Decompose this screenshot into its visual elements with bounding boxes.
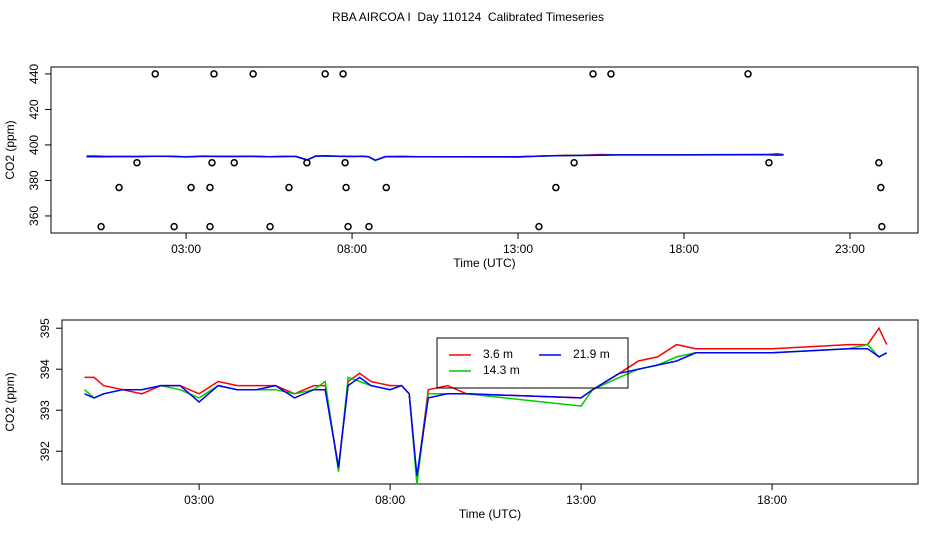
scatter-point <box>208 158 216 167</box>
scatter-point <box>342 183 350 192</box>
x-axis-label: Time (UTC) <box>453 256 515 270</box>
scatter-point <box>535 222 543 231</box>
y-tick-label: 380 <box>27 170 41 190</box>
y-tick-label: 393 <box>38 400 52 420</box>
scatter-point <box>97 222 105 231</box>
x-tick-label: 08:00 <box>337 242 367 256</box>
scatter-point <box>875 158 883 167</box>
scatter-point <box>133 158 141 167</box>
scatter-point <box>206 183 214 192</box>
scatter-point <box>249 70 257 78</box>
scatter-point <box>382 183 390 192</box>
x-tick-label: 03:00 <box>184 493 214 507</box>
line-series <box>84 347 888 476</box>
plot-frame <box>50 66 919 234</box>
scatter-point <box>744 70 752 78</box>
x-tick-label: 08:00 <box>375 493 405 507</box>
scatter-point <box>344 222 352 231</box>
x-tick-label: 18:00 <box>669 242 699 256</box>
y-axis-label: CO2 (ppm) <box>3 372 17 431</box>
y-axis-label: CO2 (ppm) <box>3 120 17 179</box>
x-tick-label: 13:00 <box>503 242 533 256</box>
scatter-point <box>303 158 311 167</box>
scatter-point <box>878 222 886 231</box>
scatter-point <box>285 183 293 192</box>
scatter-point <box>765 158 773 167</box>
chart-title: RBA AIRCOA I Day 110124 Calibrated Times… <box>332 10 604 24</box>
line-series <box>84 326 888 480</box>
scatter-point <box>877 183 885 192</box>
y-tick-label: 392 <box>38 441 52 461</box>
y-tick-label: 440 <box>27 64 41 84</box>
scatter-point <box>170 222 178 231</box>
scatter-point <box>552 183 560 192</box>
scatter-point <box>589 70 597 78</box>
x-tick-label: 03:00 <box>171 242 201 256</box>
x-tick-label: 18:00 <box>757 493 787 507</box>
line-series <box>86 153 784 162</box>
plot-frame <box>61 319 919 485</box>
scatter-point <box>570 158 578 167</box>
legend-label: 3.6 m <box>483 347 513 361</box>
scatter-point <box>206 222 214 231</box>
scatter-point <box>151 70 159 78</box>
legend-label: 14.3 m <box>483 363 520 377</box>
x-tick-label: 23:00 <box>835 242 865 256</box>
y-tick-label: 360 <box>27 206 41 226</box>
scatter-point <box>339 70 347 78</box>
scatter-point <box>607 70 615 78</box>
y-tick-label: 394 <box>38 359 52 379</box>
x-axis-label: Time (UTC) <box>459 507 521 521</box>
y-tick-label: 420 <box>27 99 41 119</box>
scatter-point <box>321 70 329 78</box>
scatter-point <box>341 158 349 167</box>
y-tick-label: 395 <box>38 318 52 338</box>
scatter-point <box>266 222 274 231</box>
y-tick-label: 400 <box>27 135 41 155</box>
scatter-point <box>187 183 195 192</box>
scatter-point <box>365 222 373 231</box>
legend-label: 21.9 m <box>573 347 610 361</box>
scatter-point <box>115 183 123 192</box>
scatter-point <box>230 158 238 167</box>
x-tick-label: 13:00 <box>566 493 596 507</box>
scatter-point <box>210 70 218 78</box>
legend-box <box>436 337 629 389</box>
